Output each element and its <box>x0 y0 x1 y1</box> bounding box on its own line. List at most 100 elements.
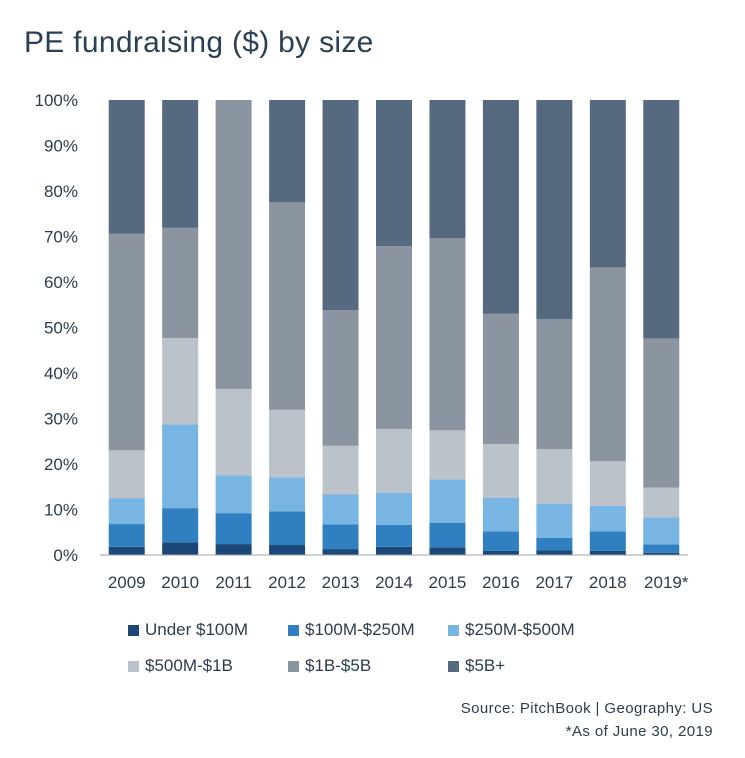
bar-segment <box>482 550 519 555</box>
legend-label: $1B-$5B <box>305 656 372 675</box>
footnote-text: *As of June 30, 2019 <box>565 723 713 740</box>
stacked-bar-chart: 0%10%20%30%40%50%60%70%80%90%100% 2009 20… <box>35 91 689 592</box>
x-tick-label: 2010 <box>161 573 199 592</box>
bar-segment <box>215 100 252 389</box>
bar-segment <box>322 524 359 550</box>
bar-segment <box>536 550 573 555</box>
bar-segment <box>269 202 306 410</box>
bar-segment <box>643 517 680 545</box>
bar-segment <box>536 319 573 449</box>
bar-segment <box>376 492 412 525</box>
bar-segment <box>376 546 412 555</box>
bar-segment <box>108 100 145 234</box>
bar-segment <box>108 546 145 555</box>
bar-segment <box>536 100 573 320</box>
bar-segment <box>322 310 359 446</box>
bar-segment <box>108 450 145 499</box>
bar-segment <box>162 424 199 509</box>
bar-segment <box>269 477 306 512</box>
y-tick-label: 90% <box>44 137 78 156</box>
x-tick-label: 2016 <box>482 573 520 592</box>
legend-label: $100M-$250M <box>305 620 415 639</box>
legend-swatch <box>288 660 299 672</box>
bar-segment <box>429 100 466 239</box>
bar-segment <box>589 505 626 532</box>
bar-segment <box>589 267 626 462</box>
y-tick-label: 30% <box>44 410 78 429</box>
x-axis: 2009 2010 2011 2012 2013 2014 2015 2016 2017 2018… <box>100 554 689 592</box>
bar-segment <box>269 409 306 478</box>
bar-segment <box>429 479 466 523</box>
bar-segment <box>482 313 519 444</box>
bar-segment <box>322 445 359 495</box>
bar-segment <box>482 497 519 532</box>
bar-segment <box>643 544 680 553</box>
bar-segment <box>322 494 359 525</box>
y-tick-label: 40% <box>44 364 78 383</box>
bar-segment <box>215 475 252 514</box>
legend-swatch <box>448 624 459 636</box>
bar-segment <box>269 511 306 545</box>
bar-segment <box>643 552 680 555</box>
bar-segment <box>482 100 519 314</box>
bar-segment <box>269 544 306 555</box>
bar-segment <box>643 100 680 339</box>
bar-segment <box>322 100 359 311</box>
bar-segment <box>429 547 466 555</box>
bar-segment <box>269 100 306 203</box>
bar-segment <box>108 498 145 525</box>
chart-title: PE fundraising ($) by size <box>24 26 374 59</box>
y-tick-label: 20% <box>44 455 78 474</box>
legend-swatch <box>448 660 459 672</box>
bar-segment <box>429 430 466 480</box>
bar-segment <box>589 531 626 551</box>
legend-swatch <box>128 624 139 636</box>
x-tick-label: 2019* <box>644 573 689 592</box>
x-tick-label: 2009 <box>108 573 146 592</box>
y-tick-label: 80% <box>44 182 78 201</box>
legend-item: $500M-$1B <box>128 656 233 676</box>
bar-segment <box>162 508 199 543</box>
legend-label: Under $100M <box>145 620 249 639</box>
legend-label: $250M-$500M <box>465 620 575 639</box>
y-tick-label: 10% <box>44 501 78 520</box>
bar-segment <box>376 524 412 547</box>
bar-segment <box>215 388 252 476</box>
x-tick-label: 2011 <box>215 573 252 592</box>
bar-segment <box>162 542 199 555</box>
y-tick-label: 70% <box>44 228 78 247</box>
bars <box>108 100 680 555</box>
bar-segment <box>429 522 466 548</box>
bar-segment <box>376 100 412 247</box>
bar-segment <box>536 503 573 538</box>
bar-segment <box>376 428 412 493</box>
y-tick-label: 50% <box>44 319 78 338</box>
y-axis: 0% 10% 20% 30% 40% 50% 60% 70% 80% 90% 100% <box>35 91 78 565</box>
x-tick-label: 2012 <box>268 573 306 592</box>
y-tick-label: 100% <box>35 91 78 110</box>
bar-segment <box>536 537 573 551</box>
bar-segment <box>482 531 519 551</box>
x-tick-label: 2015 <box>429 573 467 592</box>
y-tick-label: 0% <box>53 546 78 565</box>
bar-segment <box>589 461 626 506</box>
legend-item: Under $100M <box>128 620 248 640</box>
bar-segment <box>589 100 626 268</box>
bar-segment <box>589 550 626 555</box>
x-tick-label: 2013 <box>322 573 360 592</box>
bar-segment <box>162 337 199 425</box>
legend-swatch <box>288 624 299 636</box>
bar-segment <box>162 100 199 228</box>
bar-segment <box>643 487 680 518</box>
bar-segment <box>215 513 252 545</box>
bar-segment <box>322 549 359 555</box>
x-tick-label: 2017 <box>535 573 573 592</box>
legend-item: $250M-$500M <box>448 620 575 640</box>
legend-label: $5B+ <box>465 656 506 675</box>
legend-item: $1B-$5B <box>288 656 371 676</box>
x-tick-label: 2014 <box>375 573 413 592</box>
bar-segment <box>162 227 199 338</box>
legend-swatch <box>128 660 139 672</box>
x-tick-label: 2018 <box>589 573 627 592</box>
bar-segment <box>108 233 145 451</box>
